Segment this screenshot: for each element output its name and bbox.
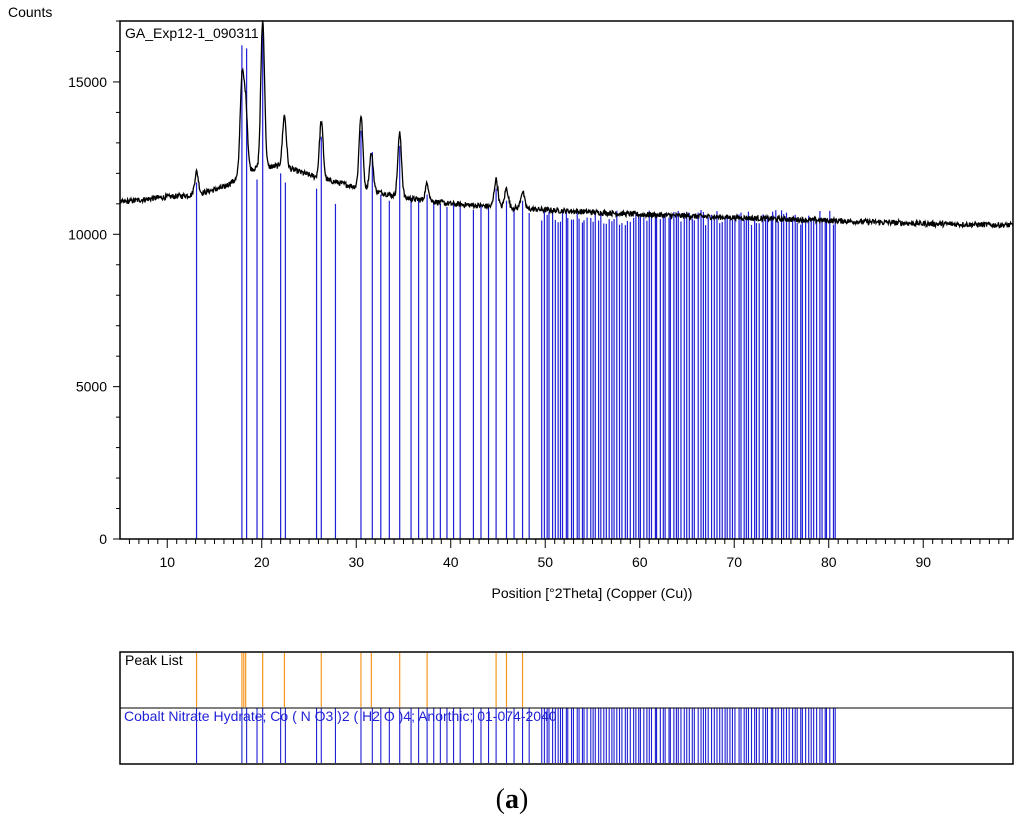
reference-sticks [195, 27, 836, 539]
x-axis: 10 20 30 40 50 60 70 80 90 [128, 539, 1009, 570]
x-axis-label: Position [°2Theta] (Copper (Cu)) [492, 585, 693, 601]
diffraction-pattern-line [119, 20, 1014, 229]
y-axis-label: Counts [8, 4, 52, 20]
y-axis: 0 5000 10000 15000 [68, 20, 120, 547]
main-diffraction-chart: Counts GA_Exp12-1_090311 10 20 30 40 50 60 70 8… [8, 4, 1014, 601]
y-tick-label: 5000 [76, 379, 107, 395]
x-tick-label: 50 [537, 554, 553, 570]
x-tick-label: 10 [159, 554, 175, 570]
peak-panel-frame [119, 651, 1014, 765]
reference-pattern-label: Cobalt Nitrate Hydrate; Co ( N O3 )2 ( H… [124, 708, 557, 724]
y-tick-label: 10000 [68, 226, 107, 242]
peak-list-panel: Peak List Cobalt Nitrate Hydrate; Co ( N… [119, 651, 1014, 765]
x-tick-label: 40 [443, 554, 459, 570]
reference-pattern-markers [195, 708, 836, 763]
x-tick-label: 80 [821, 554, 837, 570]
y-tick-label: 0 [99, 531, 107, 547]
panel-label-close: ) [519, 784, 529, 815]
panel-label-letter: a [505, 784, 519, 815]
main-plot-frame [119, 20, 1014, 540]
panel-label: (a) [0, 784, 1024, 816]
x-tick-label: 90 [915, 554, 931, 570]
peak-list-markers [195, 653, 524, 707]
panel-label-open: ( [495, 784, 505, 815]
x-tick-label: 60 [632, 554, 648, 570]
x-tick-label: 30 [348, 554, 364, 570]
peak-list-label: Peak List [125, 652, 183, 668]
chart-title: GA_Exp12-1_090311 [125, 25, 259, 41]
y-tick-label: 15000 [68, 74, 107, 90]
x-tick-label: 20 [254, 554, 270, 570]
x-tick-label: 70 [726, 554, 742, 570]
